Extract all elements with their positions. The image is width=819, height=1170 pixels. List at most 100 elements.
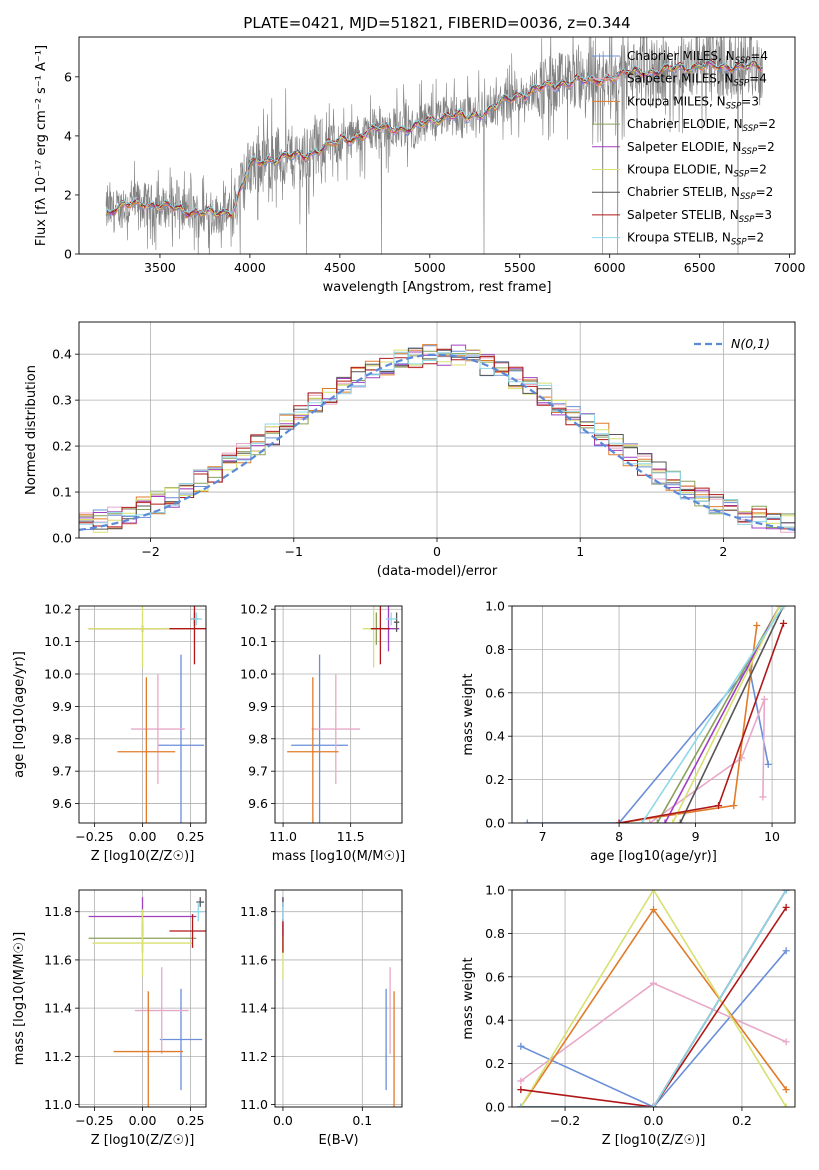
weight-marker	[780, 606, 788, 610]
x-tick-label: 2	[719, 544, 727, 559]
figure-title: PLATE=0421, MJD=51821, FIBERID=0036, z=0…	[243, 14, 630, 32]
panel-age_vs_mass: 11.0 11.5 9.6 9.7 9.8 9.9 10.0 10.1 10.2 mass [lo…	[240, 602, 405, 864]
weight-marker	[776, 606, 784, 610]
weight-marker	[638, 819, 646, 823]
panel-mass_weight_vs_age: 7 8 9 10 0.0 0.2 0.4 0.6 0.8 1.0 age [log10(age/yr…	[461, 599, 796, 865]
y-tick-label: 11.0	[44, 1097, 72, 1112]
y-axis-label: mass weight	[461, 673, 476, 755]
y-tick-label: 10.2	[240, 602, 268, 617]
x-axis-label: wavelength [Angstrom, rest frame]	[323, 280, 552, 295]
y-tick-label: 9.6	[52, 796, 72, 811]
x-tick-label: 0.25	[177, 829, 205, 844]
weight-marker	[715, 802, 723, 810]
panel-residuals: −2 −1 0 1 2 0.0 0.1 0.2 0.3 0.4 (data-model)/error…	[24, 321, 796, 579]
axes-frame	[511, 605, 796, 824]
y-axis-label: mass weight	[461, 957, 476, 1039]
panel-mass_vs_EBV: 0.0 0.1 11.0 11.2 11.4 11.6 11.8 E(B-V)	[240, 889, 403, 1148]
x-tick-label: 0.0	[273, 1113, 293, 1128]
panel-spectrum: 3500 4000 4500 5000 5500 6000 6500 7000 0 2 4 6 wave…	[34, 36, 806, 295]
axes-frame	[78, 605, 207, 824]
y-axis-label: age [log10(age/yr)]	[12, 651, 27, 778]
weight-line-5	[671, 606, 781, 823]
legend-label: Kroupa STELIB, NSSP=2	[627, 231, 764, 248]
y-tick-label: 11.6	[44, 952, 72, 967]
axes-frame	[78, 889, 207, 1108]
errorbar-point-2	[117, 677, 176, 823]
weight-marker	[517, 1086, 525, 1094]
errorbar-point-6	[196, 897, 205, 907]
x-tick-label: −0.25	[75, 829, 113, 844]
weight-marker	[517, 1103, 525, 1107]
x-tick-label: 0.00	[129, 829, 157, 844]
mass_vs_EBV-axes: 0.0 0.1 11.0 11.2 11.4 11.6 11.8 E(B-V)	[240, 904, 372, 1148]
x-tick-label: 1	[576, 544, 584, 559]
weight-marker	[753, 622, 761, 630]
weight-marker	[653, 819, 661, 823]
age_vs_mass-plot-area	[275, 606, 402, 823]
y-tick-label: 9.8	[248, 731, 268, 746]
x-tick-label: 6000	[594, 260, 626, 275]
weight-line-6	[679, 606, 785, 823]
y-tick-label: 0.2	[485, 1056, 505, 1071]
x-tick-label: −0.2	[550, 1113, 580, 1128]
y-tick-label: 0.4	[485, 1013, 505, 1028]
x-tick-label: 5500	[504, 260, 536, 275]
y-tick-label: 1.0	[485, 599, 505, 614]
weight-marker	[782, 890, 790, 894]
age_vs_Z-plot-area	[79, 606, 206, 823]
x-axis-label: E(B-V)	[318, 1133, 358, 1148]
axes-frame	[274, 605, 403, 824]
weight-marker	[782, 1086, 790, 1094]
x-tick-label: 0.00	[129, 1113, 157, 1128]
mass_weight_vs_age-axes: 7 8 9 10 0.0 0.2 0.4 0.6 0.8 1.0 age [log10(age/yr…	[461, 599, 780, 865]
y-tick-label: 11.0	[240, 1097, 268, 1112]
x-axis-label: Z [log10(Z/Z☉)]	[602, 1133, 706, 1148]
errorbar-point-8	[192, 902, 205, 922]
y-tick-label: 0.4	[485, 729, 505, 744]
y-tick-label: 0.3	[52, 393, 72, 408]
weight-marker	[669, 819, 677, 823]
weight-marker	[782, 903, 790, 911]
axes-frame	[78, 321, 796, 539]
weight-marker	[517, 1042, 525, 1050]
y-tick-label: 0.0	[485, 816, 505, 831]
y-tick-label: 0.4	[52, 347, 72, 362]
weight-marker	[782, 947, 790, 955]
legend-label: Salpeter STELIB, NSSP=3	[627, 208, 772, 225]
errorbar-point-0	[157, 654, 205, 823]
x-tick-label: 8	[615, 829, 623, 844]
age_vs_mass-axes: 11.0 11.5 9.6 9.7 9.8 9.9 10.0 10.1 10.2 mass [lo…	[240, 602, 405, 864]
x-tick-label: 0.2	[732, 1113, 752, 1128]
weight-marker	[650, 979, 657, 987]
panel-mass_weight_vs_Z: −0.2 0.0 0.2 0.0 0.2 0.4 0.6 0.8 1.0 Z [log10(Z/Z…	[461, 883, 796, 1149]
legend-label: Salpeter ELODIE, NSSP=2	[627, 140, 775, 157]
weight-marker	[759, 793, 767, 801]
weight-marker	[650, 890, 657, 894]
x-tick-label: −1	[285, 544, 303, 559]
x-tick-label: 7	[539, 829, 547, 844]
legend-label: Chabrier STELIB, NSSP=2	[627, 185, 773, 202]
legend-label: Salpeter MILES, NSSP=4	[627, 72, 767, 89]
weight-marker	[650, 1103, 657, 1107]
weight-marker	[517, 1077, 525, 1085]
y-tick-label: 0.2	[485, 772, 505, 787]
weight-marker	[780, 619, 788, 627]
x-tick-label: 5000	[414, 260, 446, 275]
x-tick-label: 0	[433, 544, 441, 559]
x-axis-label: (data-model)/error	[377, 564, 498, 579]
model-fit-7	[105, 59, 763, 217]
age_vs_Z-axes: −0.25 0.00 0.25 9.6 9.7 9.8 9.9 10.0 10.1 10.2 Z […	[12, 602, 205, 864]
mass_vs_EBV-plot-area	[275, 890, 402, 1107]
errorbar-point-8	[190, 612, 203, 626]
legend-label: Kroupa MILES, NSSP=3	[627, 94, 759, 111]
legend-label: Kroupa ELODIE, NSSP=2	[627, 163, 767, 180]
mass_vs_Z-plot-area	[79, 890, 206, 1107]
mass_weight_vs_Z-plot-area	[512, 890, 795, 1107]
errorbar-point-7	[370, 606, 390, 665]
residuals-plot-area	[79, 322, 795, 538]
x-tick-label: 6500	[684, 260, 716, 275]
x-tick-label: 9	[692, 829, 700, 844]
y-tick-label: 0.8	[485, 642, 505, 657]
weight-marker	[730, 802, 738, 810]
mass_weight_vs_Z-axes: −0.2 0.0 0.2 0.0 0.2 0.4 0.6 0.8 1.0 Z [log10(Z/Z…	[461, 883, 752, 1149]
